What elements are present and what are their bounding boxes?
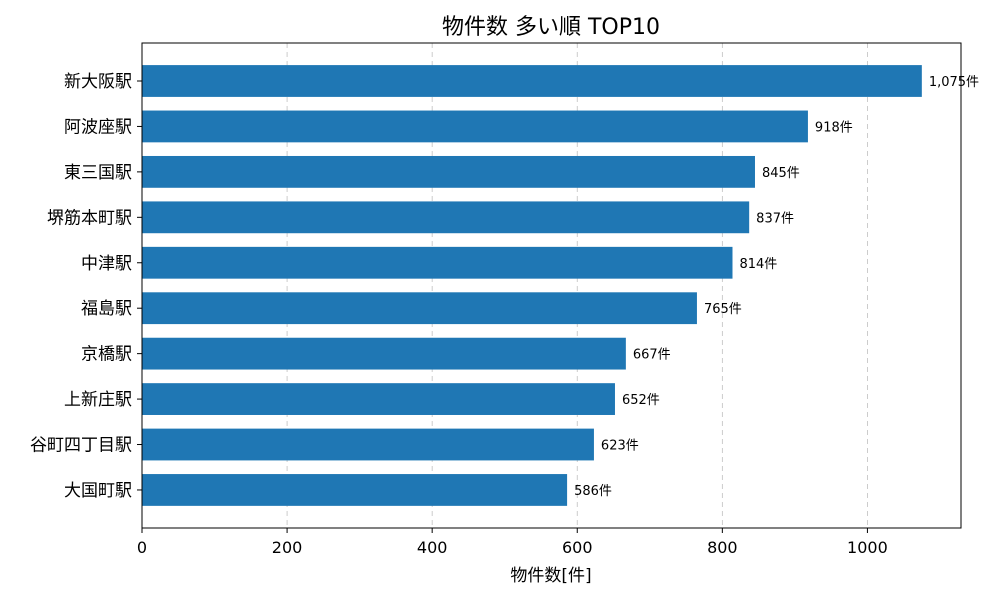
y-tick-label: 京橋駅 <box>81 345 132 365</box>
chart-title: 物件数 多い順 TOP10 <box>442 15 660 40</box>
bar <box>142 337 626 370</box>
bar <box>142 155 755 188</box>
x-tick-label: 0 <box>137 538 147 557</box>
y-tick-label: 福島駅 <box>81 299 132 319</box>
x-tick-label: 600 <box>562 538 593 557</box>
value-label: 667件 <box>633 348 671 363</box>
bar <box>142 383 615 415</box>
bars <box>142 65 922 506</box>
y-tick-label: 堺筋本町駅 <box>47 208 132 228</box>
x-tick-label: 1000 <box>847 538 888 557</box>
bar <box>142 474 568 506</box>
value-labels: 1,075件 918件 845件 837件 814件 765件 667件 652件 623件 58… <box>574 75 979 499</box>
y-tick-label: 阿波座駅 <box>64 117 132 137</box>
bar <box>142 428 594 461</box>
x-axis-ticks: 0 200 400 600 800 1000 <box>137 528 888 557</box>
y-tick-label: 谷町四丁目駅 <box>30 436 132 456</box>
x-tick-label: 800 <box>707 538 738 557</box>
x-tick-label: 400 <box>417 538 448 557</box>
value-label: 845件 <box>762 166 800 181</box>
value-label: 837件 <box>756 211 794 226</box>
bar <box>142 110 808 143</box>
bar <box>142 246 733 279</box>
bar <box>142 201 750 234</box>
value-label: 1,075件 <box>929 75 979 90</box>
bar <box>142 65 922 97</box>
y-tick-label: 中津駅 <box>81 254 132 274</box>
value-label: 918件 <box>815 120 853 135</box>
y-tick-label: 大国町駅 <box>64 481 132 501</box>
x-axis-label: 物件数[件] <box>510 566 591 586</box>
x-tick-label: 200 <box>272 538 303 557</box>
value-label: 652件 <box>622 393 660 408</box>
y-tick-label: 新大阪駅 <box>64 72 132 92</box>
bar <box>142 292 697 325</box>
value-label: 814件 <box>739 257 777 272</box>
y-tick-label: 東三国駅 <box>64 163 132 183</box>
plot-area-frame <box>141 42 962 529</box>
value-label: 623件 <box>601 439 639 454</box>
y-tick-label: 上新庄駅 <box>64 390 132 410</box>
value-label: 765件 <box>704 302 742 317</box>
value-label: 586件 <box>574 484 612 499</box>
